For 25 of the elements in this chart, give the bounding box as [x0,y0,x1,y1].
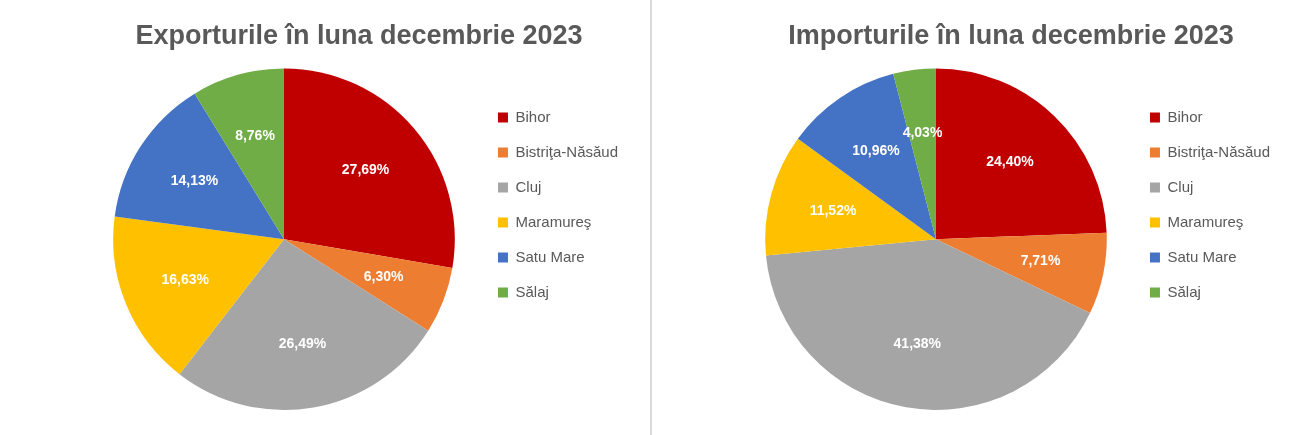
chart-title: Importurile în luna decembrie 2023 [788,19,1234,50]
legend-label: Maramureş [515,212,592,230]
legend-label: Bistriţa-Năsăud [515,142,619,160]
legend-label: Bistriţa-Năsăud [1167,142,1271,160]
data-label: 24,40% [986,153,1035,170]
legend-label: Cluj [1167,177,1194,195]
legend-label: Bihor [1167,107,1203,125]
data-label: 16,63% [161,270,210,287]
legend-label: Bihor [515,107,551,125]
data-label: 26,49% [278,335,327,352]
data-label: 6,30% [363,268,405,285]
chart-title: Exporturile în luna decembrie 2023 [135,19,583,50]
legend-label: Cluj [515,177,542,195]
data-label: 11,52% [809,201,857,218]
legend-label: Satu Mare [515,247,585,265]
legend-label: Maramureş [1167,212,1244,230]
legend-label: Satu Mare [1167,247,1237,265]
data-label: 10,96% [852,141,901,158]
legend-label: Sălaj [1167,282,1201,300]
data-label: 7,71% [1020,251,1061,268]
data-label: 41,38% [893,335,942,352]
data-label: 27,69% [341,161,390,178]
data-label: 14,13% [170,171,219,188]
legend-label: Sălaj [515,282,549,300]
data-label: 8,76% [235,127,276,144]
